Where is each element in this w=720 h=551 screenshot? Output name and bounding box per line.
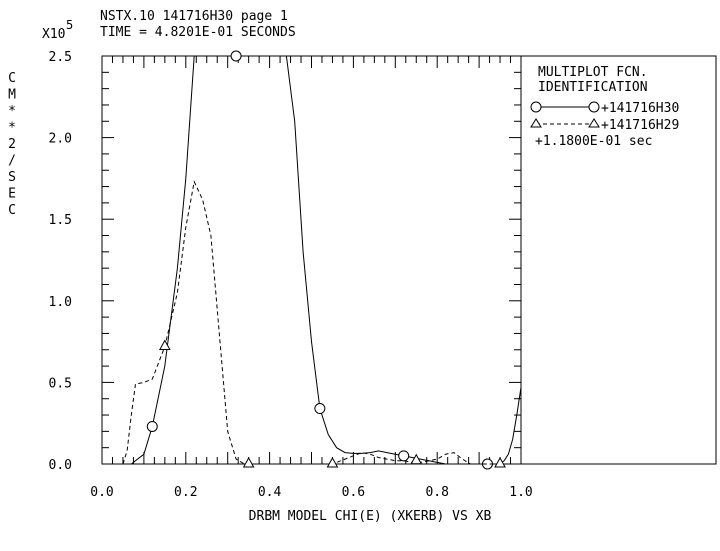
tick-labels: 0.0 0.2 0.4 0.6 0.8 1.0 0.0 0.5 1.0 1.5 2.0 2.5	[49, 50, 533, 500]
legend-marker-triangle	[530, 118, 542, 128]
legend-marker-circle	[588, 101, 600, 113]
axis-ticks	[101, 55, 522, 465]
series-layer	[102, 50, 521, 470]
legend-marker-circle	[530, 101, 542, 113]
y-tick-label: 2.5	[49, 50, 72, 65]
x-tick-label: 0.0	[90, 485, 113, 500]
legend-label: +141716H30	[601, 101, 679, 116]
x-tick-label: 1.0	[509, 485, 532, 500]
y-axis-label: CM**2/SEC	[8, 71, 16, 218]
header-line-2: TIME = 4.8201E-01 SECONDS	[100, 25, 296, 40]
x-tick-label: 0.8	[425, 485, 448, 500]
y-tick-label: 0.0	[49, 458, 72, 473]
x-tick-label: 0.2	[174, 485, 197, 500]
legend-marker-triangle	[588, 118, 600, 128]
y-multiplier-base: X10	[42, 27, 65, 42]
series-marker-circle	[398, 450, 410, 462]
y-tick-label: 0.5	[49, 376, 72, 391]
y-tick-label: 2.0	[49, 132, 72, 147]
legend-title-1: MULTIPLOT FCN.	[538, 65, 648, 80]
y-multiplier-exponent: 5	[66, 18, 73, 32]
y-axis-label-char: *	[8, 104, 16, 119]
y-tick-label: 1.0	[49, 295, 72, 310]
x-tick-label: 0.6	[342, 485, 365, 500]
series-marker-triangle	[410, 453, 423, 465]
y-axis-label-char: M	[8, 88, 16, 103]
legend-title-2: IDENTIFICATION	[538, 80, 648, 95]
series-marker-triangle	[159, 339, 171, 350]
y-tick-label: 1.5	[49, 213, 72, 228]
series-marker-triangle	[494, 456, 506, 468]
legend-entries: +141716H30 +141716H29	[530, 101, 679, 133]
series-marker-triangle	[242, 456, 255, 468]
y-axis-label-char: *	[8, 121, 16, 136]
plot-frame	[101, 55, 522, 465]
series-marker-circle	[230, 50, 242, 62]
y-axis-label-char: C	[8, 71, 16, 86]
y-axis-label-char: E	[8, 187, 16, 202]
series-marker-circle	[146, 420, 158, 432]
x-axis-label: DRBM MODEL CHI(E) (XKERB) VS XB	[249, 509, 492, 524]
legend-box	[520, 55, 717, 465]
series-marker-circle	[314, 403, 326, 415]
y-axis-label-char: S	[8, 170, 16, 185]
series-line	[102, 180, 509, 465]
header-line-1: NSTX.10 141716H30 page 1	[100, 9, 288, 24]
y-axis-label-char: C	[8, 203, 16, 218]
y-axis-label-char: /	[8, 154, 16, 169]
legend-note: +1.1800E-01 sec	[535, 134, 652, 149]
legend-label: +141716H29	[601, 118, 679, 133]
y-axis-label-char: 2	[8, 137, 16, 152]
x-tick-label: 0.4	[258, 485, 282, 500]
series-marker-triangle	[326, 456, 339, 468]
series-line	[102, 55, 521, 465]
